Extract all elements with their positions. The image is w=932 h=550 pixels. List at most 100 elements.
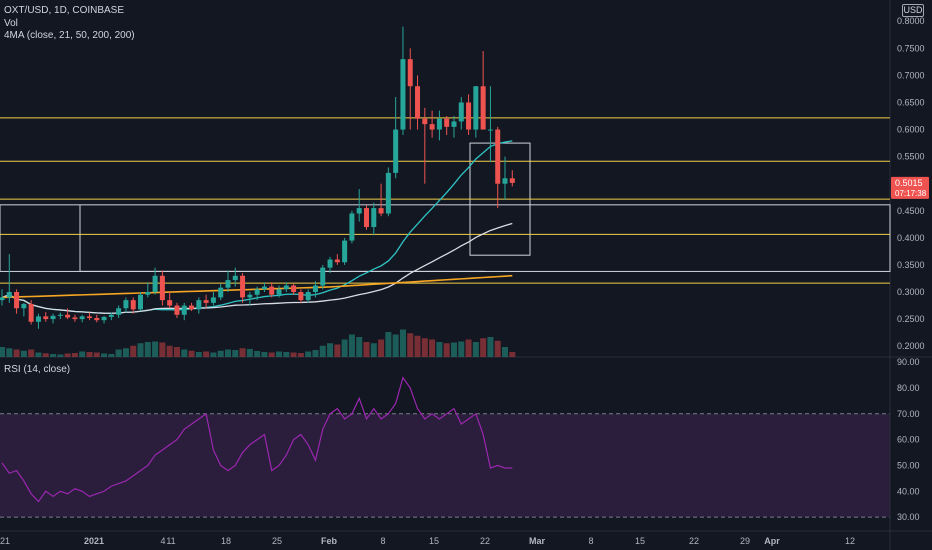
volume-bar bbox=[28, 349, 35, 357]
price-tick-label: 0.8000 bbox=[897, 16, 925, 26]
time-tick-label: 21 bbox=[0, 536, 10, 546]
rsi-tick-label: 60.00 bbox=[897, 435, 920, 445]
volume-bar bbox=[399, 329, 406, 357]
volume-bar bbox=[188, 350, 195, 357]
time-tick-label: 12 bbox=[845, 536, 855, 546]
candle bbox=[247, 292, 253, 306]
volume-bar bbox=[35, 352, 42, 357]
ma-50-line bbox=[1, 222, 513, 314]
candle bbox=[385, 167, 391, 217]
candle bbox=[407, 48, 413, 130]
volume-bar bbox=[407, 333, 414, 357]
volume-bar bbox=[356, 337, 363, 357]
volume-bar bbox=[494, 340, 501, 357]
currency-button[interactable]: USD bbox=[902, 4, 924, 17]
candle bbox=[72, 314, 78, 322]
candle bbox=[356, 189, 362, 222]
volume-bar bbox=[122, 348, 129, 357]
volume-bar bbox=[71, 353, 78, 357]
rsi-tick-label: 80.00 bbox=[897, 383, 920, 393]
symbol-legend[interactable]: OXT/USD, 1D, COINBASE bbox=[4, 5, 125, 16]
time-tick-label: 8 bbox=[380, 536, 385, 546]
rsi-legend[interactable]: RSI (14, close) bbox=[4, 364, 71, 375]
candle bbox=[57, 312, 63, 320]
candle bbox=[35, 313, 41, 329]
candle bbox=[371, 202, 377, 236]
price-tick-label: 0.6500 bbox=[897, 97, 925, 107]
volume-bar bbox=[283, 352, 290, 357]
candle bbox=[342, 237, 348, 265]
range-box-left bbox=[0, 204, 891, 272]
candle bbox=[167, 292, 173, 309]
candle bbox=[145, 282, 151, 298]
volume-bar bbox=[429, 339, 436, 357]
volume-bar bbox=[327, 343, 334, 357]
candle bbox=[218, 283, 224, 301]
price-tick-label: 0.4500 bbox=[897, 206, 925, 216]
candle bbox=[422, 107, 428, 184]
volume-bar bbox=[261, 352, 268, 357]
volume-bar bbox=[239, 348, 246, 357]
time-tick-label: 22 bbox=[480, 536, 490, 546]
candle bbox=[28, 300, 34, 325]
candle bbox=[320, 264, 326, 290]
volume-bar bbox=[436, 342, 443, 357]
rsi-tick-label: 90.00 bbox=[897, 357, 920, 367]
volume-bar bbox=[20, 350, 27, 357]
candle bbox=[364, 205, 369, 230]
time-tick-label: 29 bbox=[740, 536, 750, 546]
candle bbox=[451, 116, 457, 138]
candle bbox=[473, 86, 479, 138]
price-tick-label: 0.4000 bbox=[897, 233, 925, 243]
candle bbox=[123, 297, 129, 313]
time-tick-label: 22 bbox=[689, 536, 699, 546]
volume-bar bbox=[137, 343, 144, 357]
candle bbox=[79, 314, 85, 323]
volume-bar bbox=[173, 347, 180, 357]
candle bbox=[174, 302, 180, 319]
rsi-tick-label: 70.00 bbox=[897, 409, 920, 419]
countdown-label: 07:17:38 bbox=[895, 189, 927, 198]
volume-bar bbox=[290, 352, 297, 357]
candle bbox=[225, 270, 231, 293]
candle bbox=[334, 254, 340, 265]
candle bbox=[480, 51, 486, 130]
time-tick-label: 18 bbox=[221, 536, 231, 546]
candle bbox=[495, 126, 501, 209]
volume-bar bbox=[130, 345, 137, 357]
candle bbox=[240, 273, 246, 303]
candle bbox=[254, 286, 260, 301]
volume-bar bbox=[487, 337, 494, 357]
candle bbox=[0, 289, 5, 306]
candle bbox=[43, 312, 49, 322]
volume-bar bbox=[79, 351, 86, 357]
volume-legend[interactable]: Vol bbox=[4, 18, 18, 29]
candle bbox=[138, 292, 144, 311]
volume-bar bbox=[57, 354, 64, 357]
candle bbox=[159, 270, 165, 306]
volume-bar bbox=[232, 350, 239, 357]
rsi-tick-label: 30.00 bbox=[897, 512, 920, 522]
candle bbox=[305, 289, 311, 303]
candle bbox=[6, 254, 12, 303]
volume-bar bbox=[480, 338, 487, 357]
volume-bar bbox=[144, 342, 151, 357]
price-tick-label: 0.2500 bbox=[897, 314, 925, 324]
volume-bar bbox=[443, 343, 450, 357]
time-tick-label: Feb bbox=[321, 536, 338, 546]
candle bbox=[210, 292, 216, 306]
time-tick-label: 25 bbox=[272, 536, 282, 546]
candle bbox=[269, 282, 275, 298]
volume-bar bbox=[86, 352, 93, 357]
candle bbox=[466, 94, 472, 135]
volume-bar bbox=[6, 348, 13, 357]
candle bbox=[312, 281, 318, 298]
time-tick-label: 4 bbox=[160, 536, 165, 546]
rsi-band bbox=[0, 413, 890, 518]
volume-bar bbox=[159, 342, 166, 357]
price-tick-label: 0.5500 bbox=[897, 152, 925, 162]
candle bbox=[232, 267, 238, 287]
candle bbox=[298, 289, 304, 303]
ma-legend[interactable]: 4MA (close, 21, 50, 200, 200) bbox=[4, 30, 135, 41]
